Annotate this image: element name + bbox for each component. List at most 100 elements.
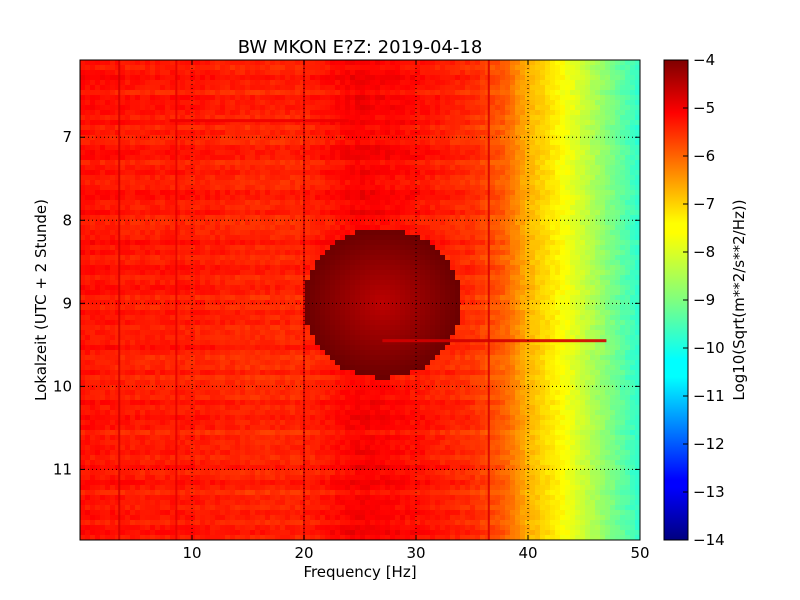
heatmap-cell [235,260,241,266]
heatmap-cell [375,270,381,276]
heatmap-cell [115,185,121,191]
heatmap-cell [495,240,501,246]
heatmap-cell [115,145,121,151]
heatmap-cell [620,100,626,106]
heatmap-cell [510,155,516,161]
heatmap-cell [215,110,221,116]
heatmap-cell [385,170,391,176]
heatmap-cell [310,175,316,181]
heatmap-cell [175,160,181,166]
heatmap-cell [370,240,376,246]
heatmap-cell [445,110,451,116]
heatmap-cell [555,255,561,261]
heatmap-cell [80,130,86,136]
heatmap-cell [225,200,231,206]
heatmap-cell [360,210,366,216]
heatmap-cell [575,225,581,231]
heatmap-cell [595,80,601,86]
heatmap-cell [595,210,601,216]
heatmap-cell [265,170,271,176]
heatmap-cell [100,125,106,131]
heatmap-cell [190,270,196,276]
heatmap-cell [165,130,171,136]
heatmap-cell [470,150,476,156]
heatmap-cell [195,255,201,261]
heatmap-cell [605,225,611,231]
heatmap-cell [635,180,641,186]
heatmap-cell [310,275,316,281]
heatmap-cell [325,165,331,171]
heatmap-cell [610,60,616,66]
heatmap-cell [360,100,366,106]
heatmap-cell [80,275,86,281]
chart-title: BW MKON E?Z: 2019-04-18 [238,37,483,58]
heatmap-cell [575,110,581,116]
heatmap-cell [450,180,456,186]
heatmap-cell [590,100,596,106]
heatmap-cell [535,225,541,231]
heatmap-cell [560,165,566,171]
heatmap-cell [105,225,111,231]
heatmap-cell [615,85,621,91]
heatmap-cell [515,60,521,66]
heatmap-cell [440,70,446,76]
heatmap-cell [495,270,501,276]
heatmap-cell [590,200,596,206]
heatmap-cell [420,270,426,276]
heatmap-cell [100,160,106,166]
heatmap-cell [380,205,386,211]
heatmap-cell [555,225,561,231]
heatmap-cell [200,245,206,251]
heatmap-cell [250,220,256,226]
heatmap-cell [230,250,236,256]
heatmap-cell [185,190,191,196]
heatmap-cell [280,215,286,221]
heatmap-cell [105,270,111,276]
heatmap-cell [420,200,426,206]
heatmap-cell [430,155,436,161]
heatmap-cell [335,85,341,91]
heatmap-cell [505,125,511,131]
heatmap-cell [585,255,591,261]
heatmap-cell [170,110,176,116]
heatmap-cell [635,185,641,191]
heatmap-cell [290,115,296,121]
heatmap-cell [565,270,571,276]
heatmap-cell [475,260,481,266]
heatmap-cell [535,180,541,186]
heatmap-cell [270,70,276,76]
heatmap-cell [490,70,496,76]
heatmap-cell [550,130,556,136]
heatmap-cell [610,150,616,156]
heatmap-cell [335,100,341,106]
heatmap-cell [225,160,231,166]
heatmap-cell [170,130,176,136]
heatmap-cell [255,210,261,216]
heatmap-cell [240,230,246,236]
heatmap-cell [280,95,286,101]
heatmap-cell [350,145,356,151]
heatmap-cell [105,180,111,186]
heatmap-cell [505,200,511,206]
heatmap-cell [575,115,581,121]
heatmap-cell [275,60,281,66]
heatmap-cell [515,235,521,241]
heatmap-cell [85,200,91,206]
heatmap-cell [345,125,351,131]
heatmap-cell [80,155,86,161]
heatmap-cell [90,235,96,241]
heatmap-cell [315,275,321,281]
heatmap-cell [370,75,376,81]
heatmap-cell [135,205,141,211]
heatmap-cell [570,210,576,216]
heatmap-cell [545,85,551,91]
heatmap-cell [585,165,591,171]
heatmap-cell [310,60,316,66]
heatmap-cell [625,235,631,241]
heatmap-cell [245,110,251,116]
heatmap-cell [505,180,511,186]
heatmap-cell [480,105,486,111]
heatmap-cell [430,90,436,96]
heatmap-cell [405,90,411,96]
heatmap-cell [310,115,316,121]
